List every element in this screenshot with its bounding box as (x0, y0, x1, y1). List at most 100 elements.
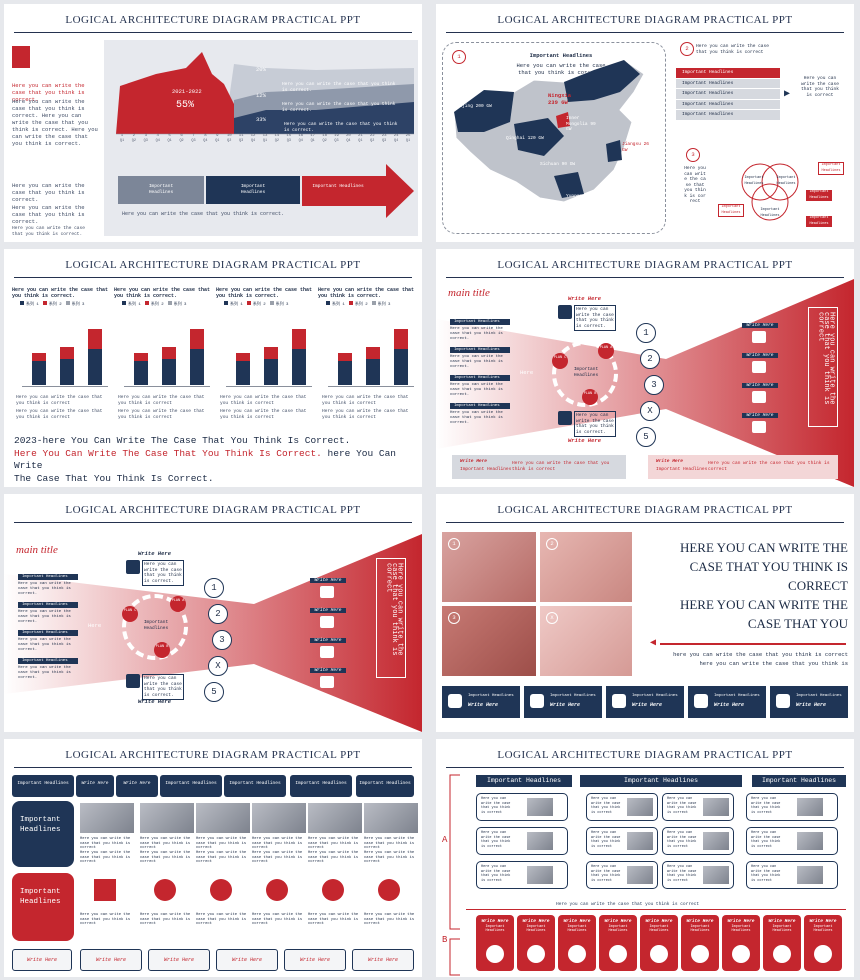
num-badge-3: 3 (686, 148, 700, 162)
red-card-title: Write Here (686, 919, 714, 924)
header-tab[interactable]: Important Headlines (476, 775, 572, 787)
slide-1[interactable]: LOGICAL ARCHITECTURE DIAGRAM PRACTICAL P… (4, 4, 422, 242)
bottom-button[interactable]: Write Here (12, 949, 72, 971)
right-write-here: Write Here (310, 638, 346, 643)
grid-card[interactable]: Here you can write the case that you thi… (746, 861, 838, 889)
tab[interactable]: Write Here (116, 775, 158, 797)
grid-card[interactable]: Here you can write the case that you thi… (662, 861, 734, 889)
tab[interactable]: Write Here (76, 775, 114, 797)
big-text-1: HERE YOU CAN WRITE THE CASE THAT YOU THI… (679, 540, 848, 593)
bar-segment-red (394, 329, 408, 349)
card-headline: Important Headlines (714, 694, 760, 698)
small-box-4: Important Headlines (806, 216, 832, 227)
left-headline-tag[interactable]: Important Headlines (450, 319, 510, 325)
header-tab[interactable]: Important Headlines (580, 775, 742, 787)
headline-list-item[interactable]: Important Headlines (676, 89, 780, 99)
red-card[interactable]: Write Here Important Headlines (681, 915, 719, 971)
grid-icon-text: Here you can write the case that you thi… (140, 913, 191, 926)
header-tab[interactable]: Important Headlines (752, 775, 846, 787)
slide-5[interactable]: LOGICAL ARCHITECTURE DIAGRAM PRACTICAL P… (4, 494, 422, 732)
grid-card[interactable]: Here you can write the case that you thi… (746, 793, 838, 821)
grid-icon-text: Here you can write the case that you thi… (80, 913, 131, 926)
step-number: 2 (647, 354, 653, 364)
legend-label: 系列 3 (275, 303, 289, 307)
legend-swatch (224, 301, 228, 305)
slide-8[interactable]: LOGICAL ARCHITECTURE DIAGRAM PRACTICAL P… (436, 739, 854, 977)
bottom-button[interactable]: Write Here (216, 949, 278, 971)
grid-card[interactable]: Here you can write the case that you thi… (586, 827, 658, 855)
button-1[interactable]: Important Headlines (118, 176, 204, 204)
headline-list-item[interactable]: Important Headlines (676, 110, 780, 120)
map-region-center (514, 118, 564, 156)
x-tick-label: 22 (369, 134, 375, 138)
grid-photo (308, 803, 362, 833)
red-card[interactable]: Write Here Important Headlines (599, 915, 637, 971)
grid-card[interactable]: Here you can write the case that you thi… (746, 827, 838, 855)
tab[interactable]: Important Headlines (160, 775, 222, 797)
red-card[interactable]: Write Here Important Headlines (476, 915, 514, 971)
left-headline-tag[interactable]: Important Headlines (450, 375, 510, 381)
here-label: Here (520, 369, 534, 376)
red-card-sub: Important Headlines (690, 925, 710, 933)
red-card[interactable]: Write Here Important Headlines (763, 915, 801, 971)
red-card[interactable]: Write Here Important Headlines (640, 915, 678, 971)
x-tick-label: 15 (286, 134, 292, 138)
red-card[interactable]: Write Here Important Headlines (722, 915, 760, 971)
tab[interactable]: Important Headlines (12, 775, 74, 797)
headline-list-item[interactable]: Important Headlines (676, 68, 780, 78)
grid-card[interactable]: Here you can write the case that you thi… (662, 827, 734, 855)
red-arrow-button[interactable] (302, 164, 414, 218)
red-card[interactable]: Write Here Important Headlines (558, 915, 596, 971)
x-quarter-label: Q3 (334, 139, 339, 143)
bottom-button[interactable]: Write Here (80, 949, 142, 971)
bottom-card[interactable]: Important Headlines Write Here (524, 686, 602, 718)
slide-7[interactable]: LOGICAL ARCHITECTURE DIAGRAM PRACTICAL P… (4, 739, 422, 977)
headline-list-item[interactable]: Important Headlines (676, 99, 780, 109)
bottom-button[interactable]: Write Here (148, 949, 210, 971)
grid-card[interactable]: Here you can write the case that you thi… (586, 793, 658, 821)
left-headline-tag[interactable]: Important Headlines (18, 658, 78, 664)
grid-icon-text: Here you can write the case that you thi… (196, 913, 247, 926)
left-headline-tag[interactable]: Important Headlines (18, 630, 78, 636)
left-box-navy[interactable]: Important Headlines (12, 801, 74, 867)
slide-2[interactable]: LOGICAL ARCHITECTURE DIAGRAM PRACTICAL P… (436, 4, 854, 242)
legend-label: 系列 2 (354, 303, 368, 307)
bottom-card[interactable]: Important Headlines Write Here (770, 686, 848, 718)
step-number: 3 (651, 380, 657, 390)
bottom-button[interactable]: Write Here (284, 949, 346, 971)
grid-card-thumb (703, 798, 729, 816)
grid-icon (210, 879, 232, 901)
headline-list-item[interactable]: Important Headlines (676, 78, 780, 88)
tab[interactable]: Important Headlines (224, 775, 286, 797)
bottom-card[interactable]: Important Headlines Write Here (606, 686, 684, 718)
left-headline-tag[interactable]: Important Headlines (450, 403, 510, 409)
map-city-beijing: Beijing 200 GW (454, 104, 492, 109)
left-headline-text: Here you can write the case that you thi… (450, 383, 503, 397)
x-quarter-label: Q4 (155, 139, 160, 143)
red-card[interactable]: Write Here Important Headlines (517, 915, 555, 971)
slide-6[interactable]: LOGICAL ARCHITECTURE DIAGRAM PRACTICAL P… (436, 494, 854, 732)
bottom-button[interactable]: Write Here (352, 949, 414, 971)
step-circle: 1 (204, 578, 224, 598)
grid-card[interactable]: Here you can write the case that you thi… (586, 861, 658, 889)
red-card[interactable]: Write Here Important Headlines (804, 915, 842, 971)
slide-3[interactable]: LOGICAL ARCHITECTURE DIAGRAM PRACTICAL P… (4, 249, 422, 487)
bar-segment-navy (338, 361, 352, 385)
left-headline-tag[interactable]: Important Headlines (450, 347, 510, 353)
slide-4[interactable]: LOGICAL ARCHITECTURE DIAGRAM PRACTICAL P… (436, 249, 854, 487)
tab[interactable]: Important Headlines (290, 775, 352, 797)
grid-card[interactable]: Here you can write the case that you thi… (662, 793, 734, 821)
bottom-card[interactable]: Important Headlines Write Here (688, 686, 766, 718)
grid-card[interactable]: Here you can write the case that you thi… (476, 793, 568, 821)
right-write-here: Write Here (742, 323, 778, 328)
button-2[interactable]: Important Headlines (206, 176, 300, 204)
left-headline-tag[interactable]: Important Headlines (18, 602, 78, 608)
map-heading: Important Headlines (529, 52, 593, 59)
grid-card[interactable]: Here you can write the case that you thi… (476, 827, 568, 855)
grid-card[interactable]: Here you can write the case that you thi… (476, 861, 568, 889)
tab[interactable]: Important Headlines (356, 775, 414, 797)
bottom-card[interactable]: Important Headlines Write Here (442, 686, 520, 718)
left-headline-tag[interactable]: Important Headlines (18, 574, 78, 580)
grid-photo (140, 803, 194, 833)
left-box-red[interactable]: Important Headlines (12, 873, 74, 941)
